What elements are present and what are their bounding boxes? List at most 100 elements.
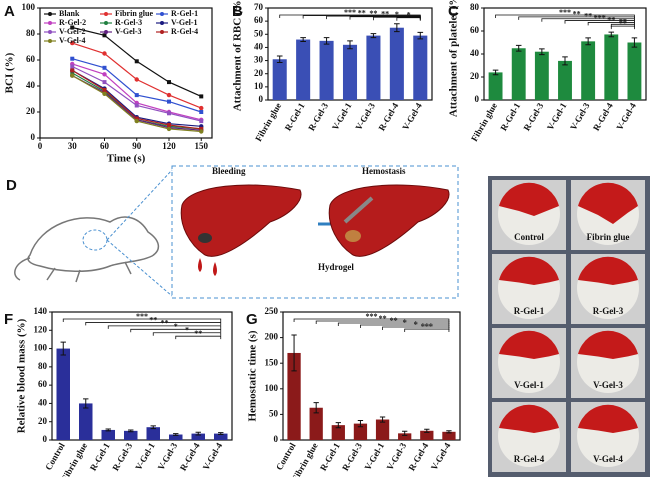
x-tick-label: 0 <box>38 141 43 151</box>
wound <box>198 233 212 243</box>
significance-label: *** <box>366 312 378 321</box>
bar <box>124 430 138 440</box>
x-tick-label: 90 <box>132 141 142 151</box>
error-bar <box>276 55 283 64</box>
marker <box>102 65 107 70</box>
x-tick-label: R-Gel-4 <box>591 101 615 133</box>
bar <box>581 41 596 100</box>
significance-bracket <box>62 318 222 322</box>
panel-label: G <box>246 311 258 328</box>
panel-label: C <box>448 3 459 20</box>
marker <box>70 71 75 75</box>
x-tick-label: V-Gel-3 <box>353 101 377 132</box>
y-tick-label: 50 <box>254 28 264 38</box>
y-tick-label: 60 <box>254 15 264 25</box>
legend-marker <box>104 21 108 25</box>
x-tick-label: R-Gel-4 <box>376 101 400 133</box>
x-tick-label: Control <box>43 441 67 472</box>
hydrogel-label: Hydrogel <box>318 262 354 272</box>
y-tick-label: 20 <box>470 71 480 81</box>
legend-label: R-Gel-3 <box>115 18 142 27</box>
y-tick-label: 0 <box>259 94 264 104</box>
y-tick-label: 80 <box>470 2 480 12</box>
marker <box>102 33 107 38</box>
bar <box>353 423 368 440</box>
error-bar <box>608 31 615 38</box>
marker <box>167 123 171 127</box>
marker <box>102 72 107 77</box>
legend-marker <box>48 21 52 25</box>
significance-label: ** <box>381 9 389 18</box>
y-tick-label: 40 <box>470 48 480 58</box>
zoom-box <box>171 165 459 299</box>
significance-label: *** <box>421 322 433 331</box>
x-tick-label: R-Gel-3 <box>521 101 545 133</box>
legend-label: R-Gel-2 <box>59 18 86 27</box>
zoom-lines <box>106 169 173 297</box>
significance-label: ** <box>194 329 202 338</box>
x-tick-label: Control <box>274 441 298 472</box>
significance-label: *** <box>594 13 606 22</box>
marker <box>199 129 204 134</box>
panel-label: D <box>6 177 17 194</box>
hydrogel-spot <box>345 230 361 242</box>
x-tick-label: R-Gel-4 <box>406 441 430 473</box>
error-bar <box>585 37 591 46</box>
blood-drops <box>198 258 217 276</box>
legend-marker <box>160 21 164 25</box>
bar <box>511 48 526 100</box>
x-axis-label: Time (s) <box>107 153 146 165</box>
error-bar <box>218 432 224 436</box>
error-bar <box>291 334 297 372</box>
blood <box>499 330 559 359</box>
photo-label: R-Gel-1 <box>514 306 545 316</box>
error-bar <box>105 428 111 432</box>
significance-bracket <box>404 328 450 333</box>
hemostasis-label: Hemostasis <box>362 166 406 176</box>
mouse <box>14 216 160 281</box>
marker <box>70 68 75 73</box>
x-tick-label: R-Gel-4 <box>178 441 202 473</box>
x-tick-label: R-Gel-1 <box>283 101 307 133</box>
x-tick-label: V-Gel-3 <box>568 101 592 132</box>
x-tick-label: V-Gel-1 <box>133 441 157 472</box>
significance-label: *** <box>136 312 148 321</box>
marker <box>167 99 171 104</box>
y-tick-label: 60 <box>26 54 36 64</box>
y-axis-label: Hemostatic time (s) <box>247 330 259 421</box>
error-bar <box>300 37 306 43</box>
marker <box>134 59 139 64</box>
y-tick-label: 250 <box>265 306 279 316</box>
y-tick-label: 80 <box>38 361 48 371</box>
marker <box>134 77 139 82</box>
error-bar <box>446 430 452 434</box>
error-bar <box>323 37 330 45</box>
legend-marker <box>48 12 52 16</box>
x-tick-label: V-Gel-1 <box>330 101 354 132</box>
y-tick-label: 80 <box>26 28 36 38</box>
x-tick-label: R-Gel-1 <box>318 441 342 473</box>
blood <box>578 404 638 433</box>
y-tick-label: 20 <box>26 106 36 116</box>
error-bar <box>515 44 522 52</box>
photo-label: V-Gel-4 <box>593 454 623 464</box>
x-tick-label: V-Gel-4 <box>429 441 453 472</box>
blood <box>578 330 638 359</box>
y-tick-label: 0 <box>43 434 48 444</box>
panel-label: F <box>4 311 13 328</box>
significance-label: ** <box>369 9 377 18</box>
y-tick-label: 0 <box>274 434 279 444</box>
error-bar <box>394 23 400 33</box>
bar <box>375 419 390 440</box>
marker <box>134 116 139 121</box>
marker <box>102 91 107 97</box>
marker <box>199 110 204 114</box>
legend-label: V-Gel-4 <box>59 36 86 45</box>
x-tick-label: R-Gel-3 <box>110 441 134 473</box>
y-tick-label: 60 <box>38 379 48 389</box>
bar <box>79 403 93 440</box>
significance-label: * <box>403 318 407 327</box>
marker <box>199 126 204 131</box>
significance-label: * <box>414 320 418 329</box>
bar <box>420 430 434 440</box>
